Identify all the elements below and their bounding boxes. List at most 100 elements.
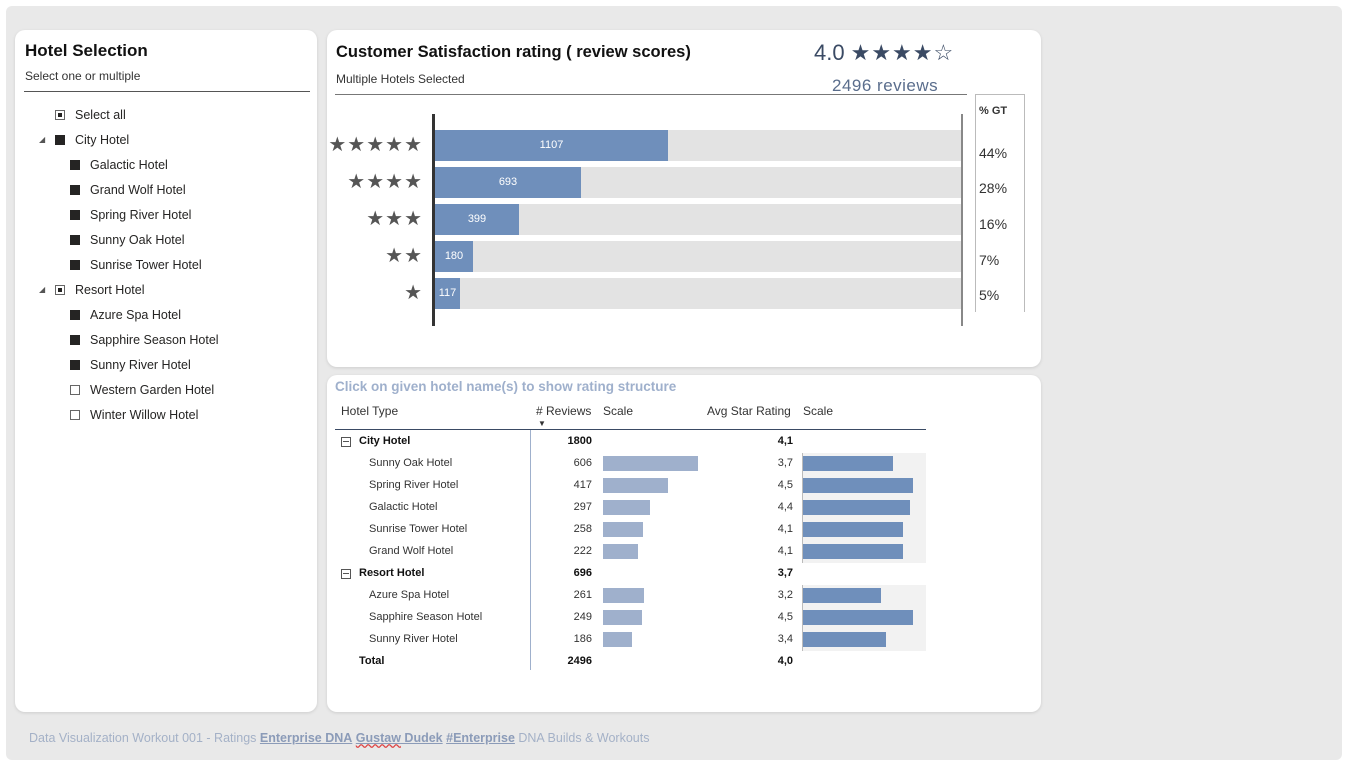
hotel-matrix-card: Click on given hotel name(s) to show rat… (327, 375, 1041, 712)
tree-item[interactable]: Sunny River Hotel (70, 358, 191, 376)
footer-credits: Data Visualization Workout 001 - Ratings… (29, 731, 649, 745)
row-name[interactable]: Azure Spa Hotel (369, 589, 450, 601)
collapse-icon[interactable] (341, 437, 351, 447)
row-reviews: 186 (573, 633, 592, 645)
chart-divider (335, 94, 967, 95)
bar-track (435, 241, 961, 272)
rating-bar[interactable] (435, 204, 519, 235)
checkbox[interactable] (70, 260, 80, 270)
bar-value-label: 117 (438, 287, 457, 299)
tree-item[interactable]: Sunny Oak Hotel (70, 233, 185, 251)
checkbox[interactable] (70, 410, 80, 420)
row-name[interactable]: Galactic Hotel (369, 501, 438, 513)
reviews-scale-bar (603, 610, 642, 625)
rating-scale-axis (802, 497, 803, 519)
group-row[interactable]: Resort Hotel 696 3,7 (327, 563, 947, 585)
expand-collapse-icon[interactable]: ◢ (39, 135, 46, 144)
checkbox[interactable] (70, 385, 80, 395)
rating-bar[interactable] (435, 278, 460, 309)
group-row[interactable]: City Hotel 1800 4,1 (327, 431, 947, 453)
row-reviews: 261 (573, 589, 592, 601)
pct-gt-value: 44% (979, 145, 1008, 161)
tree-item[interactable]: Azure Spa Hotel (70, 308, 181, 326)
reviews-count: 2496 reviews (832, 76, 939, 95)
bar-value-label: 693 (498, 176, 518, 188)
table-row[interactable]: Grand Wolf Hotel 222 4,1 (327, 541, 947, 563)
header-avg-rating[interactable]: Avg Star Rating (707, 404, 791, 418)
rating-scale-bar (803, 632, 886, 647)
tree-item[interactable]: Sapphire Season Hotel (70, 333, 219, 351)
star-category-label: ★★ (385, 245, 423, 267)
chart-subtitle: Multiple Hotels Selected (336, 72, 465, 86)
table-row[interactable]: Spring River Hotel 417 4,5 (327, 475, 947, 497)
rating-chart-card: Customer Satisfaction rating ( review sc… (327, 30, 1041, 367)
tree-item[interactable]: Galactic Hotel (70, 158, 168, 176)
footer-link-author[interactable]: Gustaw Dudek (356, 731, 443, 745)
row-name[interactable]: Sapphire Season Hotel (369, 611, 483, 623)
tree-item[interactable]: Spring River Hotel (70, 208, 191, 226)
checkbox[interactable] (70, 235, 80, 245)
select-all-item[interactable]: Select all (55, 108, 126, 126)
header-hotel-type[interactable]: Hotel Type (341, 404, 399, 418)
checkbox[interactable] (70, 185, 80, 195)
rating-bar[interactable] (435, 130, 668, 161)
star-category-label: ★★★ (366, 208, 423, 230)
star-category-label: ★★★★★ (328, 134, 423, 156)
table-row[interactable]: Sunny River Hotel 186 3,4 (327, 629, 947, 651)
tree-item-label: Sunrise Tower Hotel (90, 258, 202, 272)
rating-bar[interactable] (435, 167, 581, 198)
row-name[interactable]: Sunny Oak Hotel (369, 457, 453, 469)
tree-item-label: Grand Wolf Hotel (90, 183, 186, 197)
checkbox[interactable] (70, 210, 80, 220)
expand-collapse-icon[interactable]: ◢ (39, 285, 46, 294)
chart-axis-right (961, 114, 963, 326)
sort-desc-icon: ▼ (538, 419, 546, 428)
table-row[interactable]: Galactic Hotel 297 4,4 (327, 497, 947, 519)
row-avg-rating: 3,4 (777, 633, 793, 645)
rating-bar[interactable] (435, 241, 473, 272)
footer-link-hashtag[interactable]: #Enterprise (446, 731, 515, 745)
tree-item[interactable]: Sunrise Tower Hotel (70, 258, 202, 276)
row-name[interactable]: Spring River Hotel (369, 479, 459, 491)
checkbox[interactable] (70, 310, 80, 320)
checkbox[interactable] (70, 160, 80, 170)
checkbox[interactable] (55, 285, 65, 295)
tree-group-1[interactable]: ◢ Resort Hotel (39, 283, 144, 301)
avg-rating: 4.0 ★★★★☆ (814, 40, 954, 66)
matrix-title: Click on given hotel name(s) to show rat… (335, 379, 677, 394)
tree-item-label: Spring River Hotel (90, 208, 192, 222)
row-reviews: 222 (573, 545, 592, 557)
checkbox[interactable] (55, 135, 65, 145)
header-scale-reviews[interactable]: Scale (603, 404, 634, 418)
tree-group-0[interactable]: ◢ City Hotel (39, 133, 129, 151)
table-row[interactable]: Sunrise Tower Hotel 258 4,1 (327, 519, 947, 541)
header-scale-rating[interactable]: Scale (803, 404, 834, 418)
footer-link-enterprise-dna[interactable]: Enterprise DNA (259, 731, 353, 745)
row-name[interactable]: Resort Hotel (359, 567, 425, 579)
checkbox[interactable] (55, 110, 65, 120)
row-name[interactable]: Grand Wolf Hotel (369, 545, 454, 557)
star-category-label: ★★★★ (347, 171, 423, 193)
reviews-scale-bar (603, 478, 668, 493)
rating-scale-bar (803, 544, 903, 559)
table-row[interactable]: Sapphire Season Hotel 249 4,5 (327, 607, 947, 629)
table-row[interactable]: Azure Spa Hotel 261 3,2 (327, 585, 947, 607)
collapse-icon[interactable] (341, 569, 351, 579)
table-row[interactable]: Sunny Oak Hotel 606 3,7 (327, 453, 947, 475)
row-name[interactable]: Sunrise Tower Hotel (369, 523, 468, 535)
row-name[interactable]: City Hotel (359, 435, 411, 447)
bar-track (435, 278, 961, 309)
tree-item[interactable]: Grand Wolf Hotel (70, 183, 186, 201)
header-reviews[interactable]: # Reviews (536, 404, 592, 418)
tree-item[interactable]: Winter Willow Hotel (70, 408, 198, 426)
rating-scale-axis (802, 519, 803, 541)
avg-rating-stars-icon: ★★★★☆ (850, 40, 955, 65)
total-row[interactable]: Total 2496 4,0 (327, 651, 947, 673)
checkbox[interactable] (70, 335, 80, 345)
hotel-selection-slicer: Hotel Selection Select one or multiple S… (15, 30, 317, 712)
checkbox[interactable] (70, 360, 80, 370)
row-name[interactable]: Sunny River Hotel (369, 633, 458, 645)
tree-item-label: Azure Spa Hotel (90, 308, 182, 322)
tree-item[interactable]: Western Garden Hotel (70, 383, 214, 401)
reviews-scale-bar (603, 588, 644, 603)
